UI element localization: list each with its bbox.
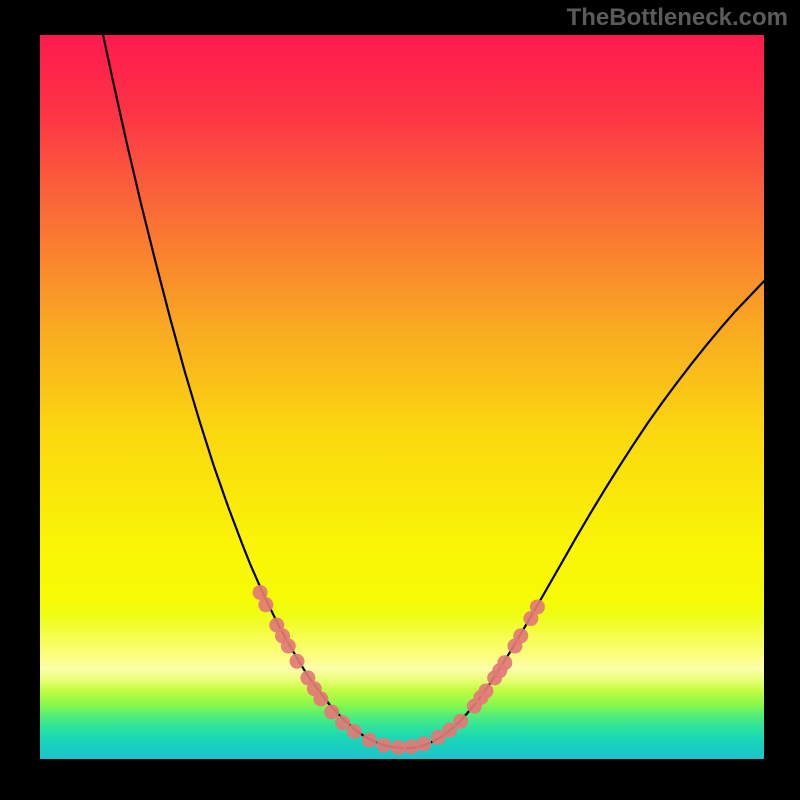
- marker-dot: [391, 740, 406, 755]
- marker-dot: [513, 628, 528, 643]
- figure-root: TheBottleneck.com: [0, 0, 800, 800]
- marker-dot: [497, 655, 512, 670]
- marker-dots-group: [253, 585, 545, 755]
- marker-dot: [258, 597, 273, 612]
- watermark-text: TheBottleneck.com: [567, 4, 788, 32]
- marker-dot: [281, 639, 296, 654]
- bottleneck-curve: [102, 35, 764, 748]
- marker-dot: [290, 654, 305, 669]
- marker-dot: [478, 683, 493, 698]
- marker-dot: [376, 738, 391, 753]
- marker-dot: [362, 733, 377, 748]
- marker-dot: [324, 704, 339, 719]
- plot-area: [40, 35, 764, 759]
- marker-dot: [313, 691, 328, 706]
- marker-dot: [347, 724, 362, 739]
- chart-svg: [40, 35, 764, 759]
- marker-dot: [416, 736, 431, 751]
- marker-dot: [530, 599, 545, 614]
- marker-dot: [453, 714, 468, 729]
